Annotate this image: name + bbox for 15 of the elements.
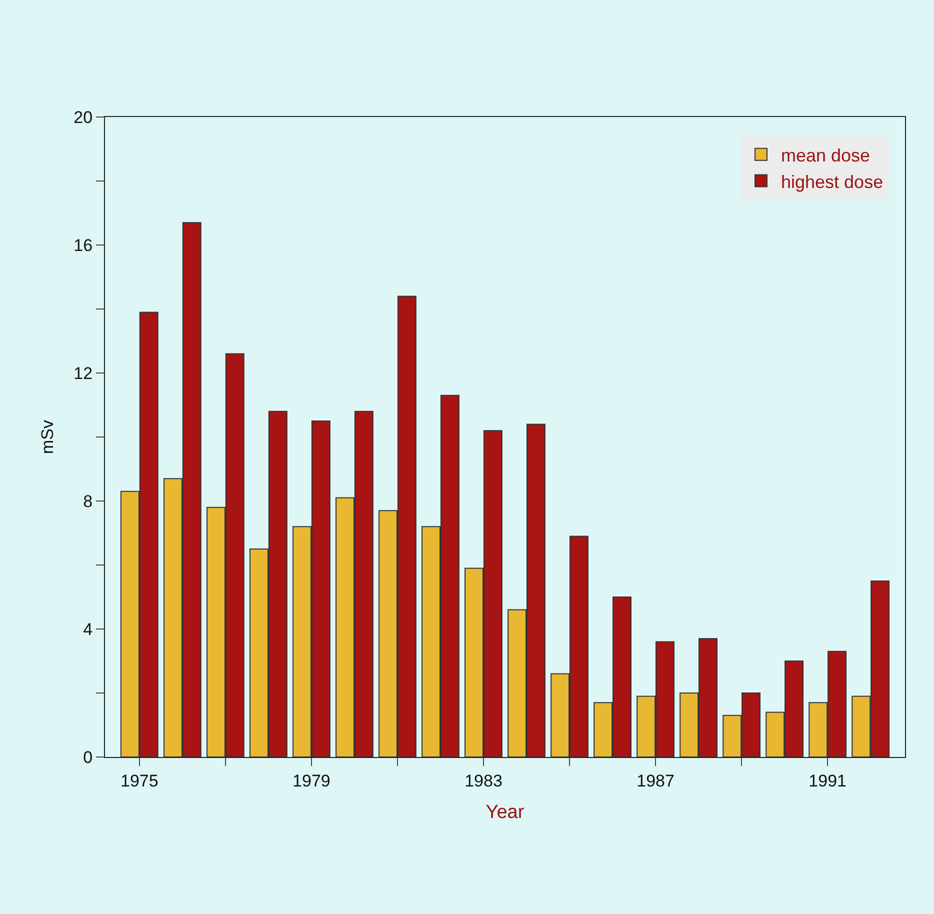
x-tick-label: 1991 xyxy=(808,771,846,790)
y-tick-label: 16 xyxy=(74,236,93,255)
y-tick-label: 4 xyxy=(83,620,93,639)
x-axis-title: Year xyxy=(486,802,525,824)
y-tick-label: 8 xyxy=(83,492,93,511)
y-tick-label: 12 xyxy=(74,364,93,383)
x-tick-label: 1975 xyxy=(120,771,158,790)
y-axis-title: mSv xyxy=(38,420,58,454)
y-tick-label: 20 xyxy=(74,108,93,127)
legend-label: highest dose xyxy=(781,172,884,192)
x-tick-label: 1979 xyxy=(292,771,330,790)
legend-label: mean dose xyxy=(781,145,870,166)
x-tick-label: 1983 xyxy=(464,771,502,790)
y-tick-label: 0 xyxy=(83,748,93,767)
x-tick-label: 1987 xyxy=(636,771,674,790)
